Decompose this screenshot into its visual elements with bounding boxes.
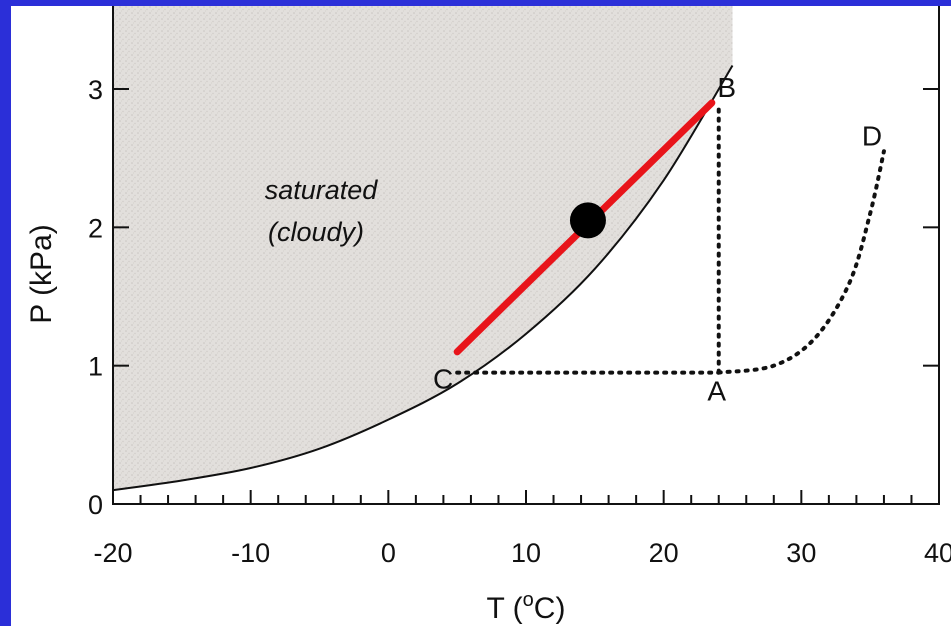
y-axis-title: P (kPa) bbox=[25, 224, 58, 323]
saturation-curve bbox=[113, 64, 734, 492]
region-label-cloudy: (cloudy) bbox=[268, 217, 364, 247]
axis-ticks bbox=[112, 88, 940, 505]
point-labels: A B C D bbox=[433, 72, 882, 407]
point-label-d: D bbox=[862, 120, 882, 151]
chart: -20 -10 0 10 20 30 40 0 1 2 3 A B C D saturated (clou… bbox=[25, 6, 951, 625]
region-label-saturated: saturated bbox=[265, 175, 379, 205]
dotted-paths bbox=[455, 100, 886, 375]
x-tick-label: 40 bbox=[924, 538, 951, 568]
x-tick-label: 20 bbox=[649, 538, 679, 568]
x-axis-title: T (oC) bbox=[487, 589, 566, 625]
state-marker bbox=[569, 202, 606, 239]
tick-labels: -20 -10 0 10 20 30 40 0 1 2 3 bbox=[88, 75, 951, 568]
y-tick-label: 0 bbox=[88, 490, 103, 520]
y-tick-label: 1 bbox=[88, 352, 103, 382]
saturated-region bbox=[113, 6, 733, 491]
dotted-path bbox=[716, 149, 886, 375]
chart-panel: -20 -10 0 10 20 30 40 0 1 2 3 A B C D saturated (clou… bbox=[11, 6, 951, 626]
x-tick-label: 0 bbox=[381, 538, 396, 568]
point-label-c: C bbox=[433, 364, 453, 395]
x-tick-label: -10 bbox=[231, 538, 270, 568]
x-tick-label: -20 bbox=[93, 538, 132, 568]
point-label-b: B bbox=[717, 72, 736, 103]
point-label-a: A bbox=[707, 376, 726, 407]
x-tick-label: 30 bbox=[786, 538, 816, 568]
x-tick-label: 10 bbox=[511, 538, 541, 568]
y-tick-label: 2 bbox=[88, 213, 103, 243]
y-tick-label: 3 bbox=[88, 75, 103, 105]
